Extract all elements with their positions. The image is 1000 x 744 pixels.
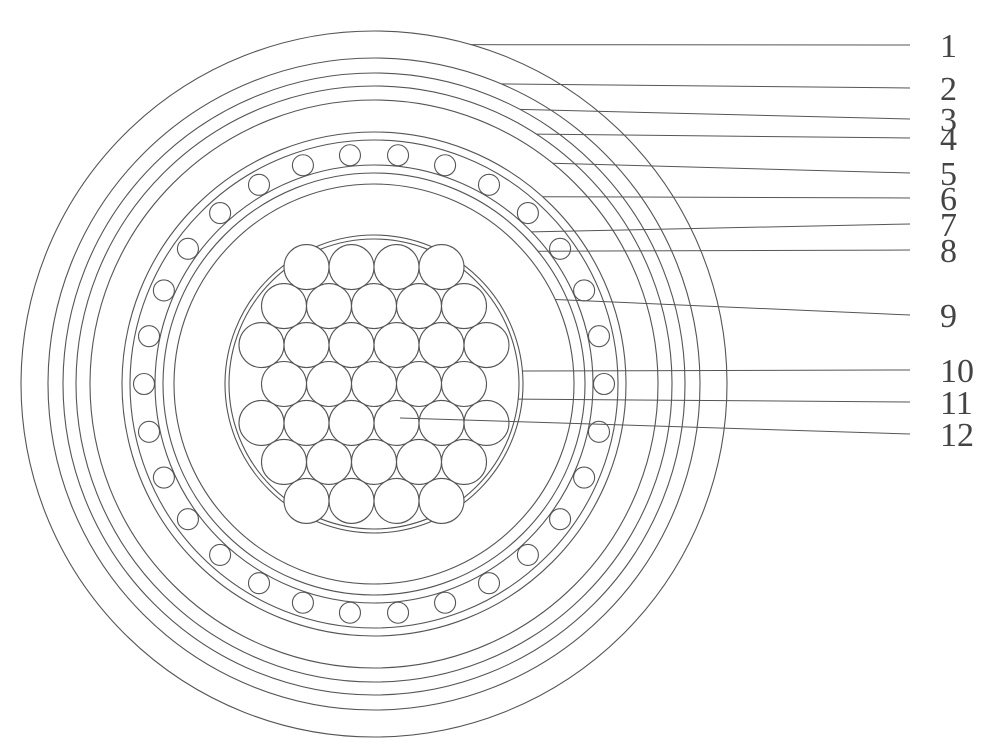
shield-wire [292, 592, 313, 613]
shield-wire [388, 602, 409, 623]
leader-line-7 [532, 224, 910, 232]
shield-wire [550, 238, 571, 259]
label-8: 8 [940, 233, 957, 270]
shield-wire [134, 374, 155, 395]
leader-line-11 [518, 399, 910, 402]
conductor-strand [284, 478, 329, 523]
leader-line-5 [553, 163, 910, 173]
conductor-strand [374, 400, 419, 445]
conductor-strand [284, 245, 329, 290]
conductor-strand [442, 284, 487, 329]
shield-wire [574, 467, 595, 488]
conductor-strand [374, 245, 419, 290]
shield-wire [210, 544, 231, 565]
shield-wire [435, 155, 456, 176]
conductor-strand [239, 400, 284, 445]
shield-wire [139, 421, 160, 442]
shield-wire [249, 573, 270, 594]
conductor-strand [307, 439, 352, 484]
conductor-strand [419, 478, 464, 523]
shield-wire [249, 174, 270, 195]
shield-wire [153, 280, 174, 301]
label-4: 4 [940, 121, 957, 158]
conductor-strand [464, 400, 509, 445]
conductor-strand [307, 284, 352, 329]
shield-wire [210, 203, 231, 224]
shield-wire [292, 155, 313, 176]
label-9: 9 [940, 298, 957, 335]
conductor-strand [329, 478, 374, 523]
shield-wire [177, 238, 198, 259]
leader-line-6 [543, 197, 910, 198]
conductor-strand [397, 284, 442, 329]
leader-line-3 [520, 109, 910, 119]
conductor-strand [284, 323, 329, 368]
shield-wire [517, 544, 538, 565]
conductor-strand [284, 400, 329, 445]
conductor-strand [307, 362, 352, 407]
leader-line-9 [555, 299, 910, 315]
leader-line-4 [536, 134, 910, 138]
conductor-strand [329, 245, 374, 290]
conductor-strand [397, 362, 442, 407]
label-12: 12 [940, 417, 974, 454]
conductor-strand [352, 284, 397, 329]
conductor-strand [262, 284, 307, 329]
conductor-strand [419, 400, 464, 445]
shield-wire [594, 374, 615, 395]
conductor-strand [262, 362, 307, 407]
shield-wire [139, 326, 160, 347]
shield-wire [153, 467, 174, 488]
shield-wire [339, 602, 360, 623]
conductor-strand [352, 362, 397, 407]
conductor-strand [374, 323, 419, 368]
shield-wire [339, 145, 360, 166]
shield-wire [435, 592, 456, 613]
shield-wire [574, 280, 595, 301]
cable-cross-section-diagram: 123456789101112 [0, 0, 1000, 744]
conductor-strand [329, 400, 374, 445]
conductor-strand [442, 439, 487, 484]
shield-wire [479, 573, 500, 594]
conductor-strand [239, 323, 284, 368]
shield-wire [177, 509, 198, 530]
leader-line-8 [538, 250, 910, 251]
conductor-strand [374, 478, 419, 523]
conductor-strand [329, 323, 374, 368]
conductor-strand [442, 362, 487, 407]
shield-wire [588, 326, 609, 347]
label-1: 1 [940, 28, 957, 65]
shield-wire [479, 174, 500, 195]
conductor-strand [464, 323, 509, 368]
shield-wire [517, 203, 538, 224]
conductor-strand [419, 323, 464, 368]
leader-line-10 [522, 370, 910, 371]
conductor-strand [262, 439, 307, 484]
conductor-strand [352, 439, 397, 484]
conductor-strand [419, 245, 464, 290]
conductor-strand [397, 439, 442, 484]
shield-wire [388, 145, 409, 166]
shield-wire [550, 509, 571, 530]
